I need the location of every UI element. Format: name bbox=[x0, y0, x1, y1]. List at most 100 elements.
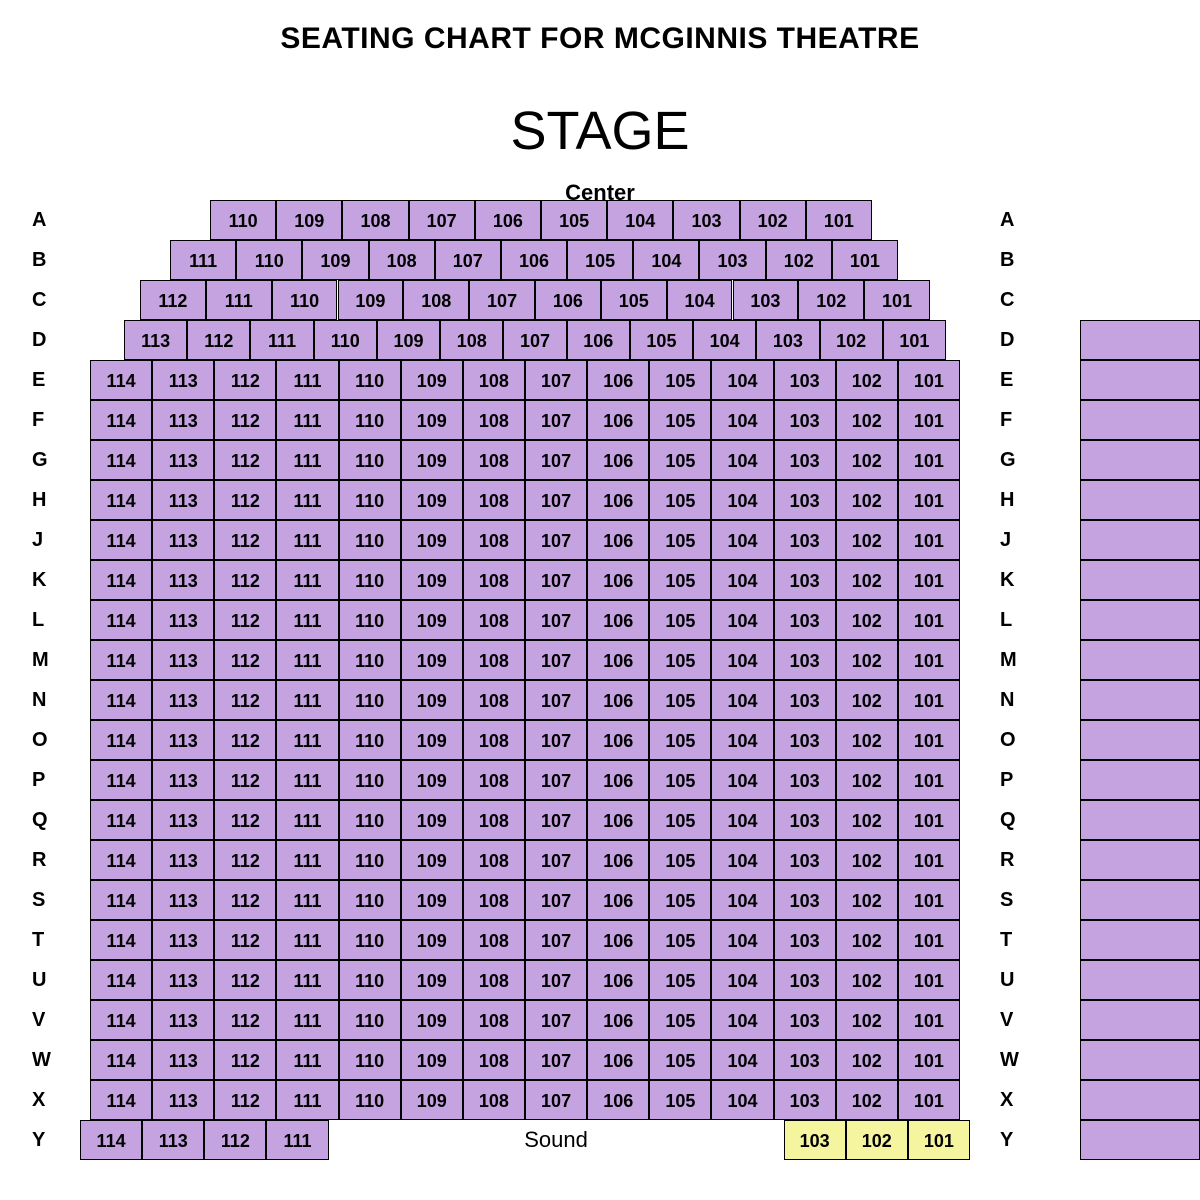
seat[interactable]: 109 bbox=[401, 640, 463, 680]
seat[interactable]: 113 bbox=[152, 1080, 214, 1120]
seat[interactable]: 113 bbox=[152, 560, 214, 600]
seat[interactable]: 110 bbox=[339, 760, 401, 800]
seat[interactable]: 106 bbox=[587, 1080, 649, 1120]
seat[interactable]: 105 bbox=[649, 1080, 711, 1120]
seat[interactable]: 112 bbox=[214, 560, 276, 600]
seat[interactable]: 103 bbox=[774, 360, 836, 400]
seat[interactable]: 106 bbox=[587, 600, 649, 640]
seat[interactable]: 105 bbox=[649, 1000, 711, 1040]
seat[interactable]: 107 bbox=[525, 1040, 587, 1080]
seat[interactable]: 109 bbox=[401, 840, 463, 880]
seat[interactable]: 102 bbox=[836, 480, 898, 520]
seat[interactable]: 113 bbox=[152, 880, 214, 920]
seat[interactable]: 109 bbox=[401, 360, 463, 400]
seat[interactable]: 113 bbox=[152, 960, 214, 1000]
seat[interactable] bbox=[1080, 840, 1200, 880]
seat[interactable]: 113 bbox=[152, 720, 214, 760]
seat[interactable]: 105 bbox=[649, 360, 711, 400]
seat[interactable]: 109 bbox=[401, 1080, 463, 1120]
seat[interactable]: 108 bbox=[463, 560, 525, 600]
seat[interactable]: 107 bbox=[525, 800, 587, 840]
seat[interactable]: 109 bbox=[401, 520, 463, 560]
seat[interactable]: 103 bbox=[774, 1040, 836, 1080]
seat[interactable]: 109 bbox=[276, 200, 342, 240]
seat[interactable]: 102 bbox=[836, 600, 898, 640]
seat[interactable]: 112 bbox=[214, 440, 276, 480]
seat[interactable]: 106 bbox=[587, 680, 649, 720]
seat[interactable]: 103 bbox=[756, 320, 819, 360]
seat[interactable]: 108 bbox=[463, 800, 525, 840]
seat[interactable]: 102 bbox=[836, 1080, 898, 1120]
seat[interactable]: 109 bbox=[401, 680, 463, 720]
seat[interactable]: 108 bbox=[463, 480, 525, 520]
seat[interactable]: 112 bbox=[214, 800, 276, 840]
seat[interactable]: 106 bbox=[587, 840, 649, 880]
seat[interactable]: 106 bbox=[587, 800, 649, 840]
seat[interactable]: 104 bbox=[711, 560, 773, 600]
seat[interactable] bbox=[1080, 360, 1200, 400]
seat[interactable]: 106 bbox=[587, 360, 649, 400]
seat[interactable]: 102 bbox=[836, 1040, 898, 1080]
seat[interactable]: 111 bbox=[276, 920, 338, 960]
seat[interactable]: 113 bbox=[152, 520, 214, 560]
seat[interactable]: 103 bbox=[774, 560, 836, 600]
seat[interactable]: 114 bbox=[90, 560, 152, 600]
seat[interactable]: 106 bbox=[587, 760, 649, 800]
seat[interactable]: 113 bbox=[152, 920, 214, 960]
seat[interactable]: 102 bbox=[766, 240, 832, 280]
seat[interactable]: 101 bbox=[898, 640, 960, 680]
seat[interactable]: 108 bbox=[463, 960, 525, 1000]
seat[interactable]: 112 bbox=[214, 1040, 276, 1080]
seat[interactable]: 104 bbox=[711, 760, 773, 800]
seat[interactable]: 108 bbox=[440, 320, 503, 360]
seat[interactable]: 104 bbox=[711, 520, 773, 560]
seat[interactable]: 107 bbox=[525, 680, 587, 720]
seat[interactable]: 109 bbox=[401, 880, 463, 920]
seat[interactable]: 112 bbox=[214, 680, 276, 720]
seat[interactable] bbox=[1080, 440, 1200, 480]
seat[interactable]: 109 bbox=[401, 440, 463, 480]
seat[interactable]: 110 bbox=[339, 1000, 401, 1040]
seat[interactable]: 110 bbox=[339, 680, 401, 720]
seat[interactable]: 101 bbox=[898, 760, 960, 800]
seat[interactable]: 114 bbox=[90, 760, 152, 800]
seat[interactable]: 106 bbox=[587, 1000, 649, 1040]
seat[interactable]: 106 bbox=[587, 920, 649, 960]
seat[interactable]: 103 bbox=[673, 200, 739, 240]
seat[interactable]: 107 bbox=[525, 760, 587, 800]
seat[interactable]: 113 bbox=[152, 1000, 214, 1040]
seat[interactable] bbox=[1080, 400, 1200, 440]
seat[interactable]: 111 bbox=[276, 880, 338, 920]
seat[interactable]: 105 bbox=[567, 240, 633, 280]
seat[interactable]: 110 bbox=[339, 520, 401, 560]
seat[interactable]: 108 bbox=[463, 1040, 525, 1080]
seat[interactable]: 101 bbox=[908, 1120, 970, 1160]
seat[interactable]: 113 bbox=[152, 760, 214, 800]
seat[interactable]: 102 bbox=[836, 720, 898, 760]
seat[interactable]: 104 bbox=[711, 920, 773, 960]
seat[interactable]: 112 bbox=[214, 920, 276, 960]
seat[interactable]: 102 bbox=[836, 400, 898, 440]
seat[interactable]: 109 bbox=[401, 720, 463, 760]
seat[interactable]: 110 bbox=[339, 920, 401, 960]
seat[interactable]: 105 bbox=[649, 600, 711, 640]
seat[interactable]: 106 bbox=[587, 400, 649, 440]
seat[interactable] bbox=[1080, 320, 1200, 360]
seat[interactable]: 108 bbox=[463, 760, 525, 800]
seat[interactable]: 109 bbox=[401, 400, 463, 440]
seat[interactable]: 102 bbox=[836, 640, 898, 680]
seat[interactable]: 101 bbox=[864, 280, 930, 320]
seat[interactable]: 103 bbox=[774, 800, 836, 840]
seat[interactable]: 111 bbox=[276, 1000, 338, 1040]
seat[interactable]: 106 bbox=[535, 280, 601, 320]
seat[interactable]: 110 bbox=[236, 240, 302, 280]
seat[interactable] bbox=[1080, 1080, 1200, 1120]
seat[interactable]: 103 bbox=[774, 400, 836, 440]
seat[interactable]: 102 bbox=[836, 440, 898, 480]
seat[interactable]: 109 bbox=[401, 480, 463, 520]
seat[interactable] bbox=[1080, 1000, 1200, 1040]
seat[interactable]: 105 bbox=[649, 520, 711, 560]
seat[interactable]: 108 bbox=[403, 280, 469, 320]
seat[interactable]: 104 bbox=[711, 800, 773, 840]
seat[interactable]: 110 bbox=[339, 840, 401, 880]
